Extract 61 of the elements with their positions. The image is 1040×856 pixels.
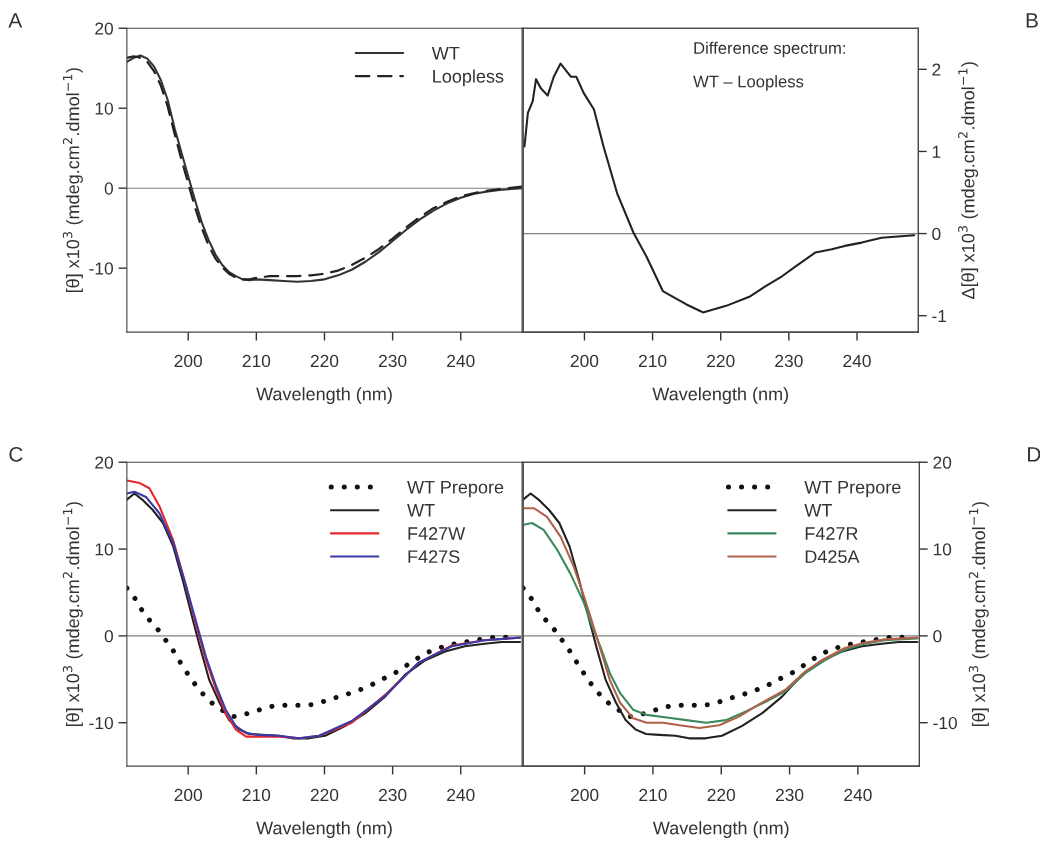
y-tick-label: 20 — [95, 22, 114, 35]
x-axis-title: Wavelength (nm) — [652, 821, 789, 839]
x-tick-label: 200 — [174, 354, 203, 368]
y2-tick-label: 20 — [933, 456, 952, 469]
y-axis-title: [θ] x10$^{3}$ (mdeg.cm$^{2}$.dmol$^{−1}$) — [62, 502, 83, 727]
x-tick-label: 220 — [310, 788, 339, 802]
legend-label: F427W — [408, 527, 466, 540]
y-axis-title: [θ] x10$^{3}$ (mdeg.cm$^{2}$.dmol$^{−1}$) — [62, 68, 83, 293]
x-tick-label: 240 — [844, 788, 872, 802]
y2-axis-title: Δ[θ] x10$^{3}$ (mdeg.cm$^{2}$.dmol$^{−1}$) — [958, 62, 979, 299]
y2-tick-label: 0 — [932, 227, 941, 241]
legend-label: WT — [407, 504, 435, 517]
x-tick-label: 230 — [379, 788, 407, 802]
annotation: WT – Loopless — [693, 75, 804, 91]
x-tick-label: 230 — [379, 354, 407, 368]
x-tick-label: 230 — [775, 354, 803, 368]
y-tick-label: 10 — [95, 102, 114, 115]
y2-tick-label: 1 — [932, 145, 941, 158]
y2-tick-label: 0 — [933, 630, 942, 643]
text: B — [1026, 13, 1038, 28]
x-tick-label: 210 — [242, 788, 271, 802]
x-tick-label: 210 — [242, 354, 271, 368]
legend-label: WT — [431, 46, 460, 60]
legend-label: WT Prepore — [407, 480, 504, 498]
x-tick-label: 210 — [638, 354, 667, 368]
y2-tick-label: 2 — [932, 63, 941, 76]
x-tick-label: 220 — [310, 354, 339, 368]
legend-label: WT Prepore — [804, 480, 901, 498]
x-tick-label: 200 — [174, 788, 203, 802]
x-tick-label: 210 — [639, 788, 667, 802]
x-tick-label: 200 — [570, 354, 599, 368]
y-tick-label: 10 — [95, 543, 114, 556]
y-tick-label: -10 — [89, 262, 114, 275]
y2-axis-title: [θ] x10$^{3}$ (mdeg.cm$^{2}$.dmol$^{−1}$) — [968, 502, 989, 727]
annotation: Difference spectrum: — [694, 41, 845, 58]
legend-label: D425A — [805, 550, 860, 564]
x-axis-title: Wavelength (nm) — [256, 387, 392, 405]
x-tick-label: 240 — [843, 354, 871, 368]
text: A — [8, 13, 23, 28]
y-tick-label: 20 — [95, 456, 114, 469]
x-tick-label: 200 — [571, 788, 599, 802]
y2-tick-label: -1 — [932, 310, 947, 322]
x-tick-label: 230 — [775, 788, 804, 802]
text: D — [1028, 447, 1040, 462]
y2-tick-label: -10 — [933, 716, 957, 730]
line-series — [523, 62, 916, 314]
legend-label: F427S — [408, 550, 460, 564]
y-tick-label: -10 — [89, 716, 114, 730]
y-tick-label: 0 — [104, 630, 114, 643]
y-tick-label: 0 — [104, 182, 114, 195]
legend-label: WT — [804, 504, 832, 517]
x-tick-label: 240 — [447, 354, 475, 368]
text: C — [9, 447, 23, 462]
x-tick-label: 220 — [707, 354, 735, 368]
x-tick-label: 220 — [707, 788, 736, 802]
x-axis-title: Wavelength (nm) — [256, 821, 392, 839]
x-tick-label: 240 — [447, 788, 475, 802]
legend-label: F427R — [805, 527, 858, 540]
legend-label: Loopless — [433, 69, 504, 87]
y2-tick-label: 10 — [933, 543, 952, 556]
x-axis-title: Wavelength (nm) — [652, 387, 788, 405]
